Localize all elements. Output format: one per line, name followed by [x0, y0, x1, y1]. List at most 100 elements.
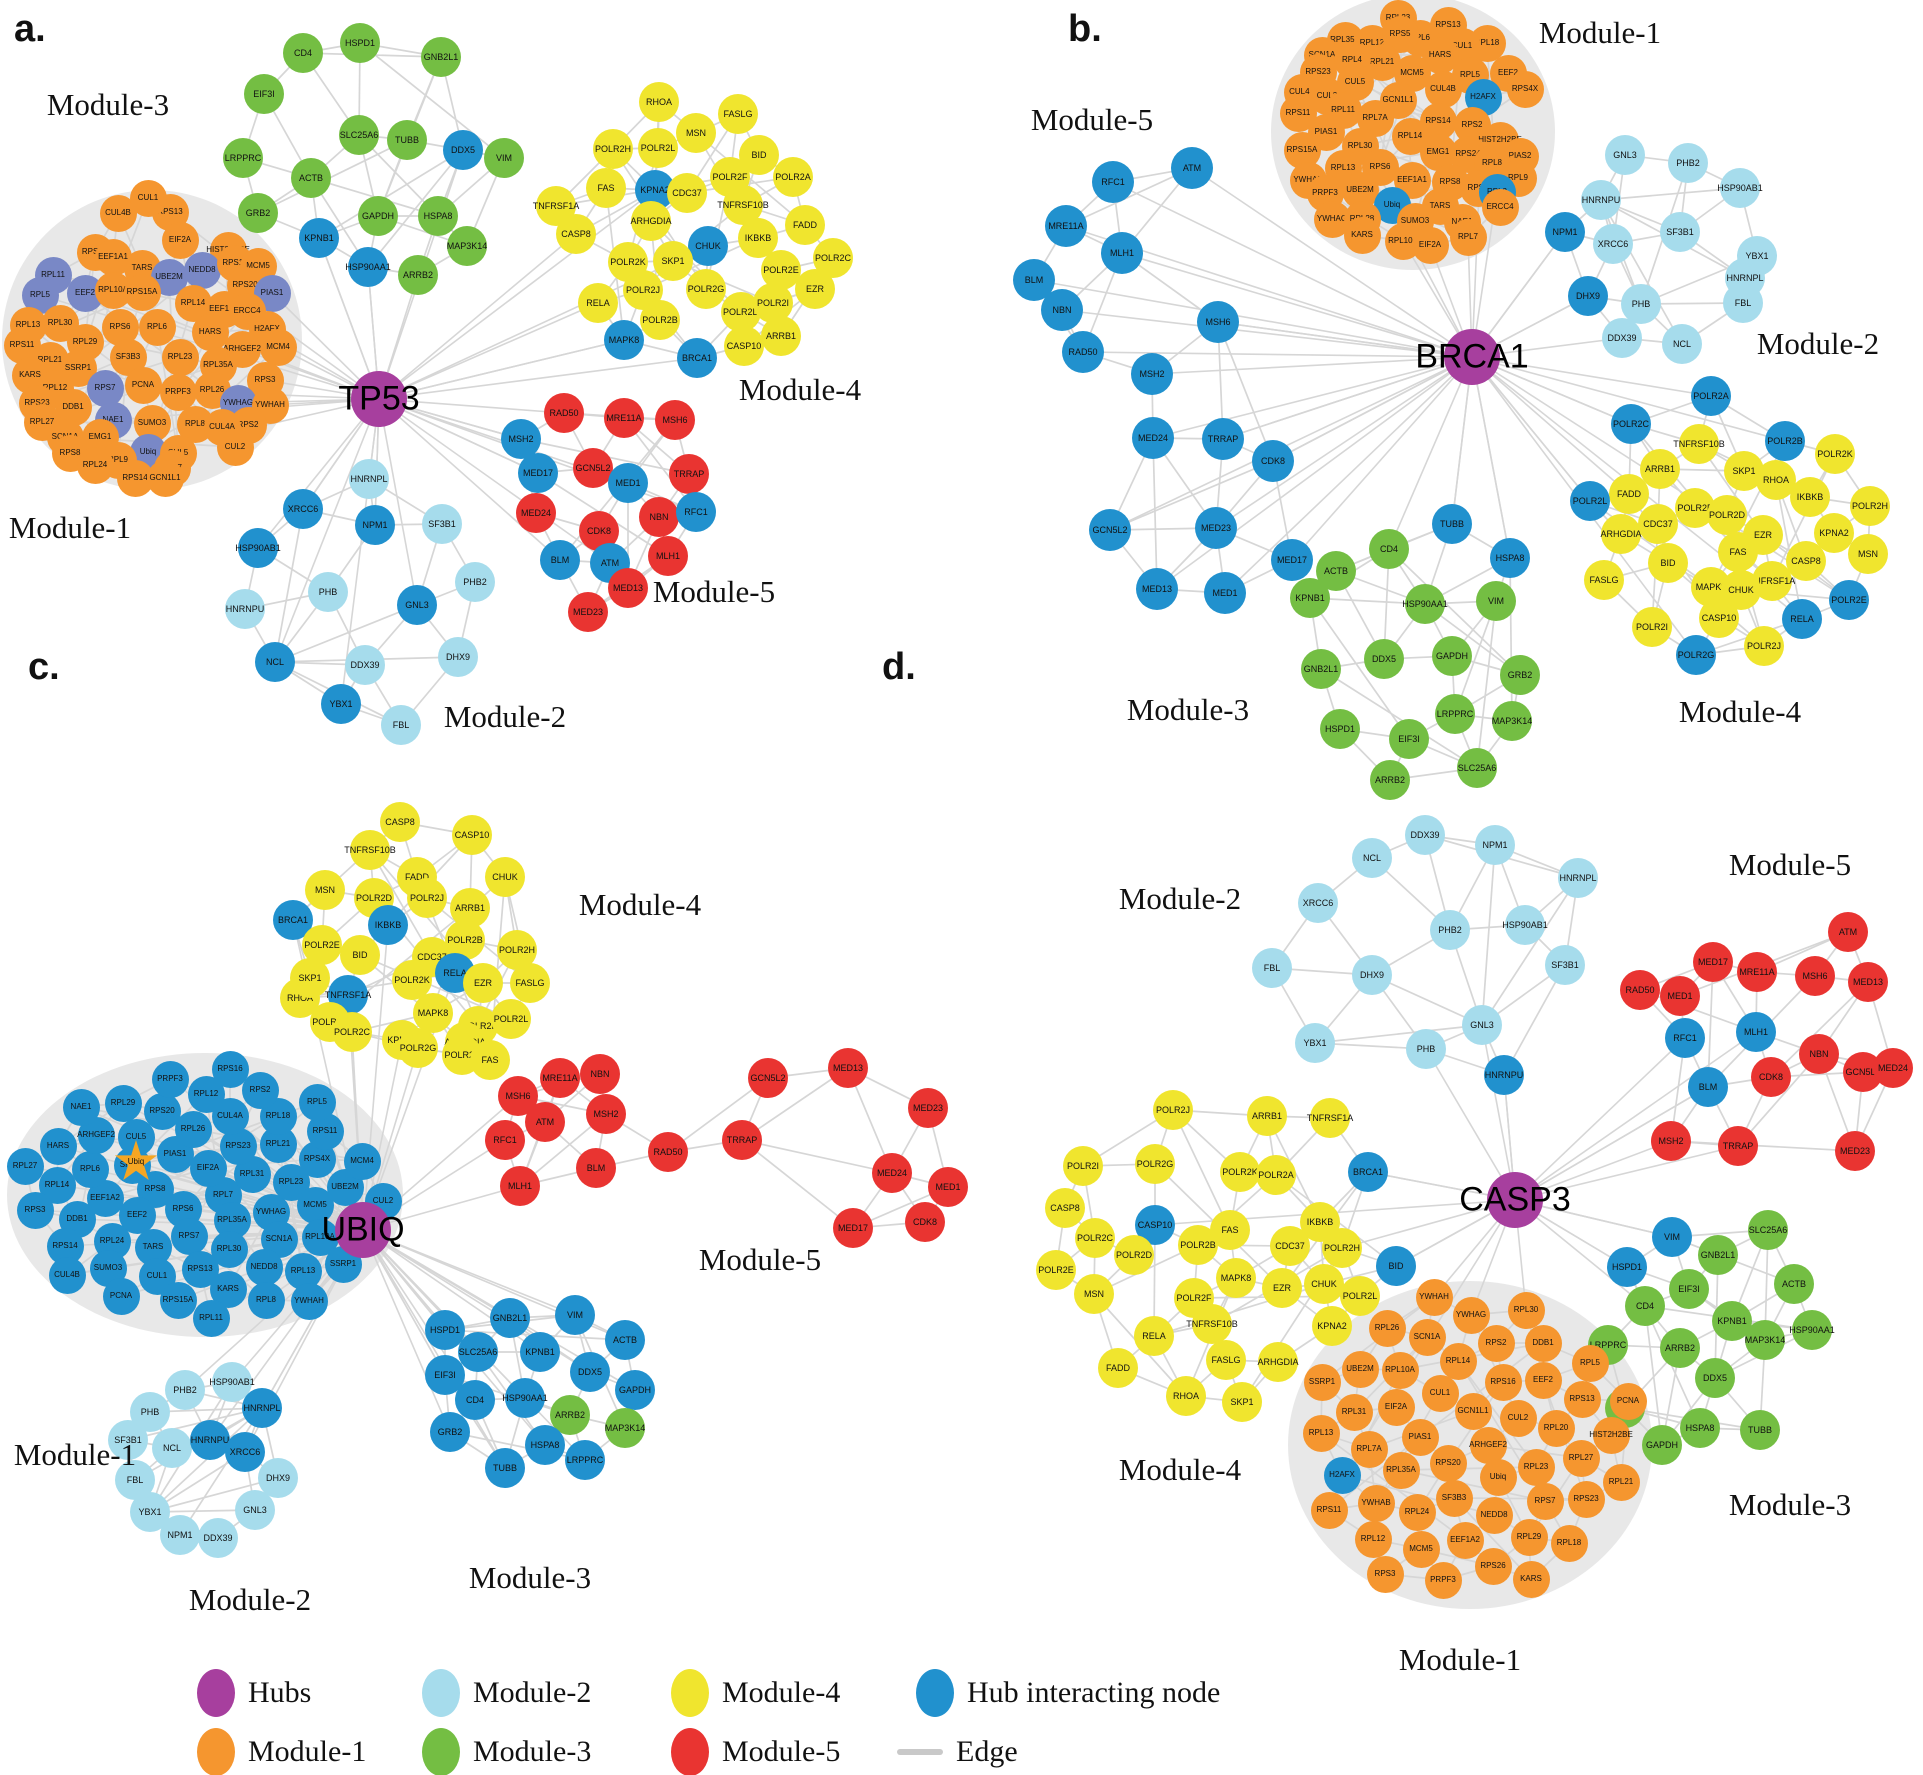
gene-label: EMG1 — [88, 432, 112, 441]
gene-node-arhgdia: ARHGDIA — [631, 201, 672, 241]
gene-node-bid: BID — [340, 935, 380, 975]
gene-label: SF3B1 — [1551, 959, 1579, 970]
gene-label: RPL24 — [82, 460, 108, 469]
module-label-module-3: Module-3 — [468, 1560, 592, 1595]
gene-node-hsp90aa1: HSP90AA1 — [1789, 1310, 1835, 1350]
gene-node-med13: MED13 — [608, 568, 648, 608]
gene-node-rps2: RPS2 — [241, 1071, 279, 1109]
gene-label: RPS6 — [172, 1204, 194, 1213]
gene-node-casp10: CASP10 — [452, 815, 492, 855]
gene-label: GRB2 — [245, 207, 271, 218]
gene-label: MED24 — [520, 507, 551, 518]
gene-label: MED1 — [935, 1181, 961, 1192]
gene-node-skp1: SKP1 — [653, 241, 693, 281]
gene-label: HSPA8 — [423, 210, 453, 221]
gene-label: LRPPRC — [566, 1454, 604, 1465]
gene-label: MAP3K14 — [1491, 715, 1533, 726]
gene-node-gapdh: GAPDH — [1642, 1425, 1682, 1465]
gene-node-phb2: PHB2 — [455, 562, 495, 602]
gene-label: MED23 — [1200, 522, 1231, 533]
gene-label: SKP1 — [1230, 1396, 1254, 1407]
gene-node-rpl13: RPL13 — [1302, 1414, 1340, 1452]
gene-label: BRCA1 — [1352, 1166, 1383, 1177]
gene-node-phb: PHB — [1406, 1029, 1446, 1069]
gene-label: VIM — [566, 1309, 583, 1320]
gene-label: POLR2K — [1817, 448, 1853, 459]
gene-label: MAPK8 — [417, 1007, 449, 1018]
gene-label: POLR2G — [687, 283, 725, 294]
gene-label: CUL2 — [372, 1196, 394, 1205]
gene-label: GNL3 — [243, 1504, 267, 1515]
gene-label: CASP10 — [1137, 1219, 1173, 1230]
gene-node-hspd1: HSPD1 — [1607, 1247, 1647, 1287]
gene-node-rpl11: RPL11 — [192, 1299, 230, 1337]
gene-label: MED13 — [1852, 976, 1883, 987]
gene-node-kpnb1: KPNB1 — [1290, 578, 1330, 618]
gene-label: RPL14 — [44, 1180, 70, 1189]
gene-label: PHB — [318, 586, 338, 597]
gene-label: CUL2 — [1507, 1413, 1529, 1422]
gene-label: BID — [751, 149, 767, 160]
gene-label: GCN5L2 — [1845, 1066, 1881, 1077]
gene-label: Ubiq — [127, 1157, 145, 1166]
gene-label: FASLG — [1211, 1354, 1241, 1365]
gene-node-nbn: NBN — [639, 497, 679, 537]
gene-node-rpl10a: RPL10A — [301, 1218, 339, 1256]
gene-label: RPL12 — [1359, 38, 1385, 47]
gene-label: TUBB — [1747, 1424, 1772, 1435]
gene-node-polr2i: POLR2I — [1063, 1146, 1103, 1186]
gene-label: TARS — [1429, 201, 1451, 210]
gene-label: NCL — [162, 1442, 181, 1453]
gene-node-eif2a: EIF2A — [1377, 1388, 1415, 1426]
gene-label: RFC1 — [1673, 1032, 1697, 1043]
gene-label: YWHAH — [1419, 1292, 1449, 1301]
gene-node-actb: ACTB — [605, 1320, 645, 1360]
gene-label: MCM4 — [266, 342, 290, 351]
gene-label: POLR2J — [625, 284, 660, 295]
gene-label: MAP3K14 — [1744, 1334, 1786, 1345]
gene-label: HSP90AA1 — [1789, 1324, 1835, 1335]
gene-node-phb: PHB — [308, 572, 348, 612]
gene-node-trrap: TRRAP — [1202, 418, 1244, 460]
gene-label: POLR2B — [447, 934, 483, 945]
gene-label: NBN — [590, 1068, 610, 1079]
gene-label: DDX5 — [450, 144, 475, 155]
gene-label: SKP1 — [1732, 465, 1756, 476]
gene-node-ddx5: DDX5 — [443, 130, 483, 170]
gene-label: POLR2E — [1038, 1264, 1074, 1275]
gene-label: MAPK8 — [608, 334, 640, 345]
gene-label: HNRNPU — [1484, 1069, 1524, 1080]
gene-label: MED17 — [837, 1222, 868, 1233]
gene-label: TNFRSF10B — [1673, 438, 1725, 449]
gene-node-ncl: NCL — [152, 1428, 192, 1468]
gene-node-pias1: PIAS1 — [156, 1135, 194, 1173]
gene-label: RPL6 — [79, 1164, 100, 1173]
gene-node-fbl: FBL — [381, 705, 421, 745]
gene-label: SLC25A6 — [1748, 1224, 1788, 1235]
gene-label: RPS3 — [1374, 1569, 1396, 1578]
gene-node-cdk8: CDK8 — [905, 1202, 945, 1242]
gene-node-med17: MED17 — [518, 453, 558, 493]
gene-label: MAPK8 — [1695, 581, 1727, 592]
gene-node-med24: MED24 — [1132, 417, 1174, 459]
gene-label: DDB1 — [62, 402, 84, 411]
gene-node-rps16: RPS16 — [1484, 1363, 1522, 1401]
gene-label: FADD — [792, 219, 817, 230]
gene-node-mcm4: MCM4 — [259, 328, 297, 366]
gene-label: RFC1 — [684, 506, 708, 517]
gene-label: RPL31 — [1341, 1407, 1367, 1416]
gene-label: POLR2C — [1612, 418, 1649, 429]
gene-node-rpl7a: RPL7A — [1350, 1430, 1388, 1468]
gene-label: MCM5 — [246, 261, 270, 270]
gene-label: NEDD8 — [1480, 1510, 1508, 1519]
gene-label: CASP8 — [1791, 555, 1821, 566]
gene-node-msh6: MSH6 — [1795, 956, 1835, 996]
panel-letter-b: b. — [1068, 8, 1102, 50]
gene-node-eef2: EEF2 — [1524, 1361, 1562, 1399]
gene-label: EIF2A — [168, 235, 192, 244]
gene-node-nedd8: NEDD8 — [245, 1248, 283, 1286]
gene-node-vim: VIM — [1476, 581, 1516, 621]
gene-label: RPL14 — [180, 298, 206, 307]
gene-node-blm: BLM — [1688, 1067, 1728, 1107]
gene-label: MSH2 — [1658, 1135, 1684, 1146]
